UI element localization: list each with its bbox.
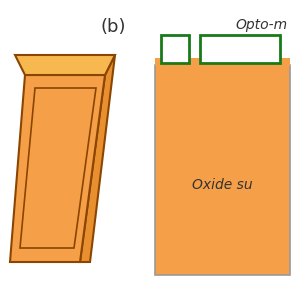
Bar xyxy=(155,58,290,66)
Text: Oxide su: Oxide su xyxy=(192,178,252,192)
Polygon shape xyxy=(80,55,115,262)
Bar xyxy=(155,65,290,275)
Bar xyxy=(161,35,189,63)
Polygon shape xyxy=(15,55,115,75)
Text: (b): (b) xyxy=(100,18,126,36)
Bar xyxy=(200,35,280,63)
Text: Opto-m: Opto-m xyxy=(235,18,287,32)
Polygon shape xyxy=(10,75,105,262)
